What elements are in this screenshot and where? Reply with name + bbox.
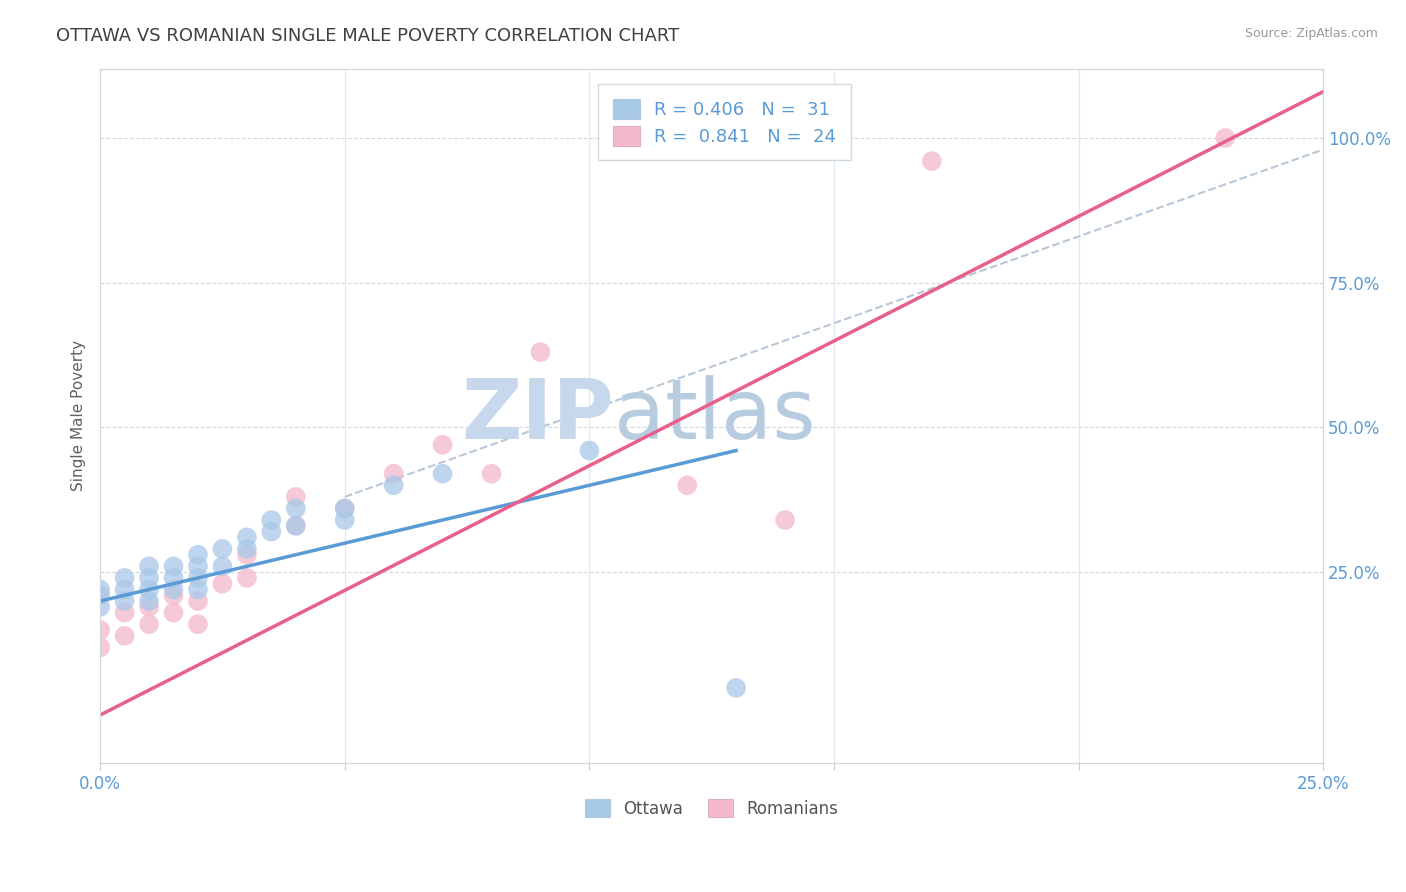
Point [114, 582, 136, 597]
Point [260, 524, 283, 539]
Point [114, 571, 136, 585]
Point [187, 571, 209, 585]
Point [211, 559, 233, 574]
Point [187, 594, 209, 608]
Point [187, 617, 209, 632]
Point [162, 571, 184, 585]
Point [382, 467, 405, 481]
Point [138, 559, 160, 574]
Point [382, 478, 405, 492]
Legend: Ottawa, Romanians: Ottawa, Romanians [578, 792, 845, 824]
Point [236, 530, 259, 544]
Point [187, 548, 209, 562]
Text: OTTAWA VS ROMANIAN SINGLE MALE POVERTY CORRELATION CHART: OTTAWA VS ROMANIAN SINGLE MALE POVERTY C… [56, 27, 679, 45]
Y-axis label: Single Male Poverty: Single Male Poverty [72, 340, 86, 491]
Point [89, 599, 111, 614]
Point [236, 571, 259, 585]
Point [211, 541, 233, 556]
Point [211, 576, 233, 591]
Point [138, 599, 160, 614]
Point [921, 154, 943, 169]
Point [236, 541, 259, 556]
Point [114, 629, 136, 643]
Point [138, 571, 160, 585]
Point [236, 548, 259, 562]
Point [1213, 131, 1236, 145]
Point [89, 582, 111, 597]
Point [284, 518, 307, 533]
Text: Source: ZipAtlas.com: Source: ZipAtlas.com [1244, 27, 1378, 40]
Point [187, 582, 209, 597]
Point [138, 582, 160, 597]
Point [138, 594, 160, 608]
Point [114, 594, 136, 608]
Point [676, 478, 699, 492]
Point [432, 467, 454, 481]
Point [725, 681, 748, 695]
Point [432, 438, 454, 452]
Point [333, 501, 356, 516]
Text: atlas: atlas [614, 376, 815, 457]
Point [89, 588, 111, 602]
Point [481, 467, 503, 481]
Point [773, 513, 796, 527]
Point [162, 606, 184, 620]
Point [260, 513, 283, 527]
Point [138, 617, 160, 632]
Point [578, 443, 600, 458]
Text: ZIP: ZIP [461, 376, 614, 457]
Point [529, 345, 551, 359]
Point [333, 513, 356, 527]
Point [333, 501, 356, 516]
Point [162, 582, 184, 597]
Point [162, 559, 184, 574]
Point [89, 623, 111, 637]
Point [89, 640, 111, 655]
Point [284, 490, 307, 504]
Point [284, 501, 307, 516]
Point [114, 606, 136, 620]
Point [162, 588, 184, 602]
Point [284, 518, 307, 533]
Point [187, 559, 209, 574]
